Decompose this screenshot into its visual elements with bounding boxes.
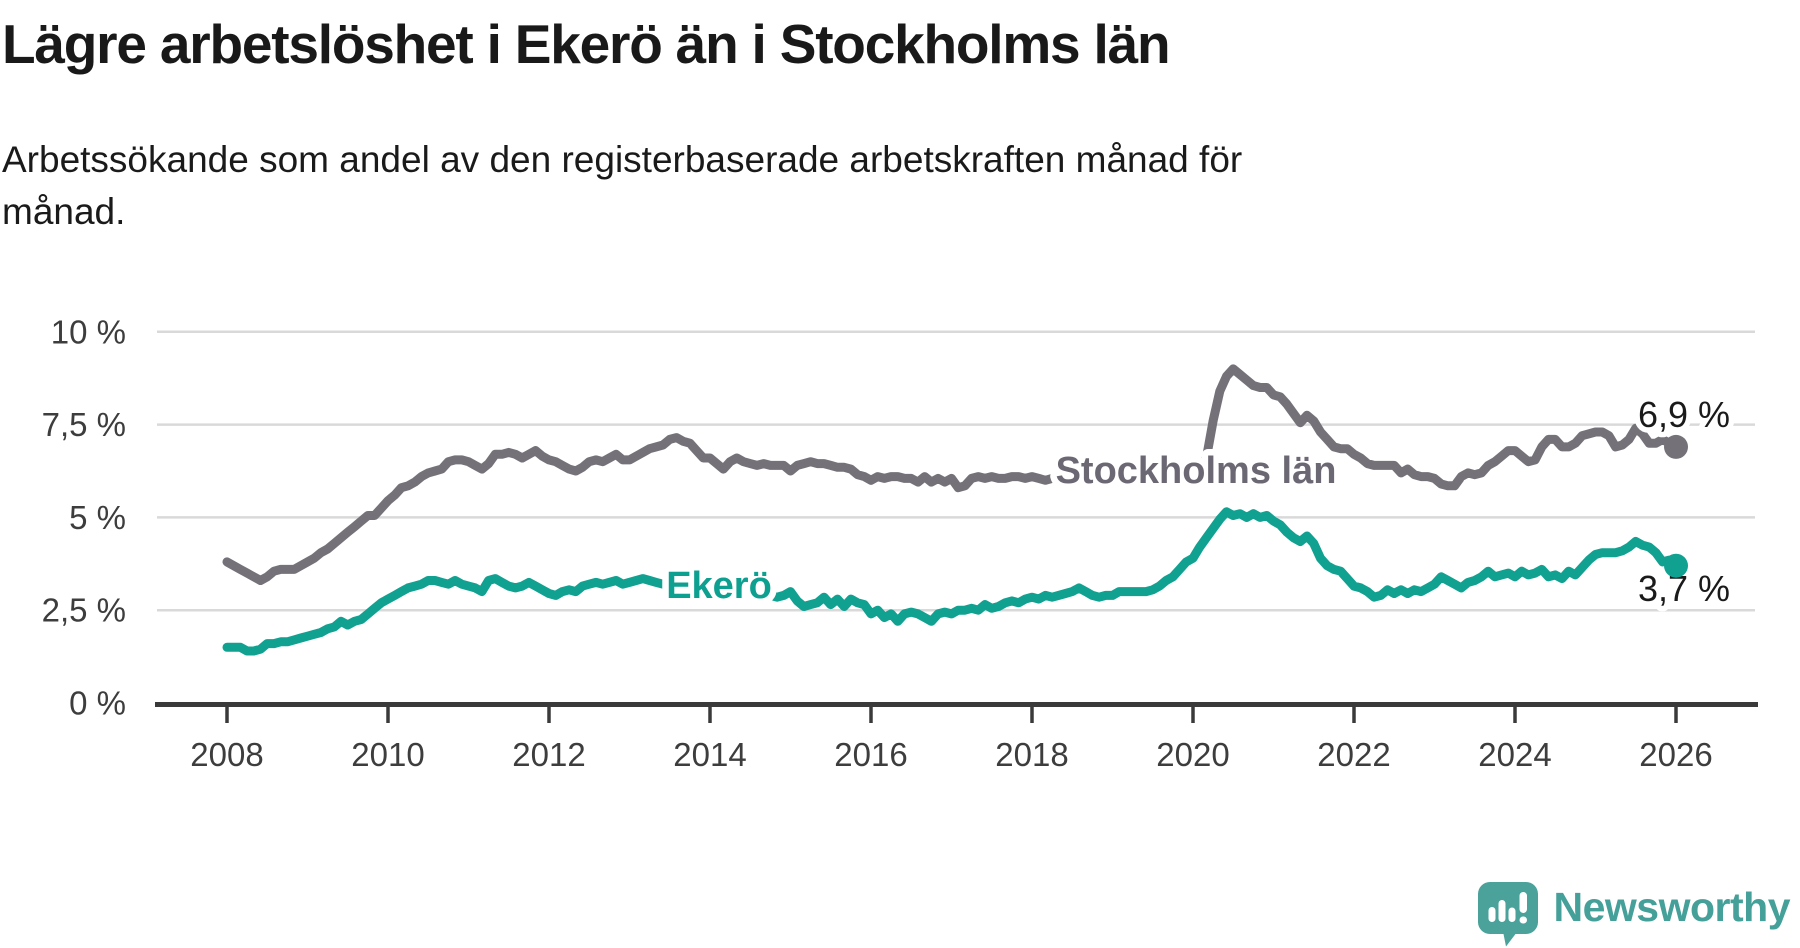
bar-3	[1508, 907, 1515, 922]
svg-text:2018: 2018	[995, 736, 1068, 773]
endpoint-dot-stockholms-lan	[1664, 434, 1688, 459]
exclamation-dot	[1519, 916, 1527, 924]
y-axis-tick-labels: 0 % 2,5 % 5 % 7,5 % 10 %	[42, 313, 126, 721]
svg-text:5 %: 5 %	[69, 499, 126, 536]
series-line-stockholms-lan	[222, 364, 1681, 585]
svg-text:7,5 %: 7,5 %	[42, 406, 126, 443]
series-line-ekero	[222, 507, 1681, 656]
newsworthy-brand-text: Newsworthy	[1553, 883, 1791, 930]
svg-text:0 %: 0 %	[69, 685, 126, 722]
svg-text:2,5 %: 2,5 %	[42, 592, 126, 629]
exclamation-bar	[1519, 892, 1527, 913]
svg-text:2026: 2026	[1639, 736, 1712, 773]
speech-bubble-shape	[1477, 882, 1538, 947]
series-label-stockholms-lan: Stockholms län	[1056, 450, 1337, 492]
end-value-label-ekero: 3,7 %	[1638, 568, 1730, 609]
newsworthy-logo: Newsworthy	[1476, 880, 1791, 948]
svg-text:2014: 2014	[673, 736, 746, 773]
svg-text:10 %: 10 %	[51, 313, 126, 350]
svg-text:2020: 2020	[1156, 736, 1229, 773]
end-value-label-stockholms-lan: 6,9 %	[1638, 394, 1730, 435]
endpoint-dot-ekero	[1664, 553, 1688, 578]
chart-title: Lägre arbetslöshet i Ekerö än i Stockhol…	[2, 13, 1171, 75]
chart-subtitle: Arbetssökande som andel av den registerb…	[2, 134, 1562, 238]
x-axis-ticks-and-labels: 2008 2010 2012 2014 2016 2018 2020 2022 2024 2026	[190, 706, 1713, 773]
chart-subtitle-line-1: Arbetssökande som andel av den registerb…	[2, 139, 1243, 180]
newsworthy-bubble-chart-icon	[1477, 882, 1538, 947]
svg-text:2022: 2022	[1317, 736, 1390, 773]
gridlines	[157, 330, 1755, 612]
svg-text:2010: 2010	[351, 736, 424, 773]
svg-text:2024: 2024	[1478, 736, 1551, 773]
svg-text:2016: 2016	[834, 736, 907, 773]
svg-text:2008: 2008	[190, 736, 263, 773]
svg-text:2012: 2012	[512, 736, 585, 773]
bar-2	[1498, 900, 1505, 922]
bar-1	[1488, 907, 1495, 922]
chart-subtitle-line-2: månad.	[2, 191, 126, 232]
series-label-ekero: Ekerö	[666, 565, 772, 607]
